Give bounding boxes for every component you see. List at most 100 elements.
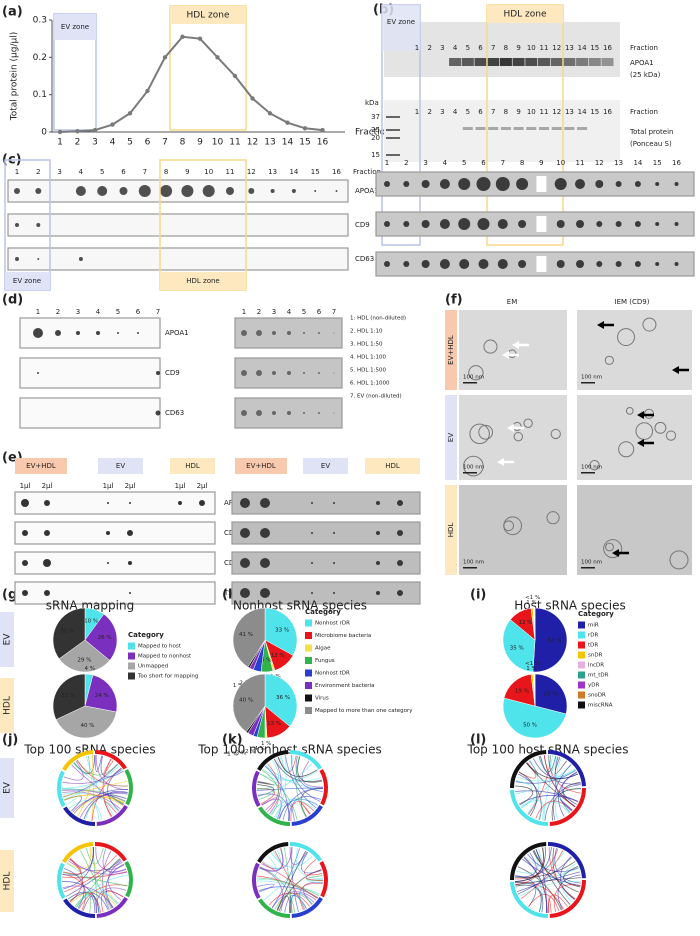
lane-number: 10 <box>527 44 536 52</box>
blot-spot <box>655 222 660 226</box>
chord-link <box>304 859 323 876</box>
panel-label: (i) <box>470 588 486 603</box>
lane-number: 7 <box>491 108 495 116</box>
vesicle <box>463 455 484 477</box>
chord-link <box>515 852 537 878</box>
blot-spot <box>576 220 584 228</box>
row-label: APOA1 <box>630 59 654 67</box>
blot-band <box>564 127 575 130</box>
panel-label: (a) <box>2 5 23 20</box>
blot-spot <box>21 499 29 507</box>
pie-slice <box>502 697 567 739</box>
x-tick-label: 4 <box>110 138 116 148</box>
chord-link <box>539 755 553 773</box>
row-label: CD9 <box>355 221 370 229</box>
blot-spot <box>333 372 335 374</box>
pie-slice <box>84 613 118 661</box>
chord-link <box>62 885 114 908</box>
chord-link <box>515 785 534 806</box>
blot-band <box>461 58 474 66</box>
value-label: 4 % <box>254 746 264 752</box>
blot-spot <box>117 332 119 334</box>
zone-label: EV zone <box>13 277 41 285</box>
x-tick-label: 11 <box>229 138 240 148</box>
blot-spot <box>44 530 50 536</box>
lane-number: 14 <box>578 44 587 52</box>
legend-swatch <box>578 631 585 639</box>
lane-number: 12 <box>552 44 561 52</box>
blot-spot <box>127 530 133 536</box>
lane-number: 7 <box>156 308 160 316</box>
value-label: 35 % <box>510 645 524 651</box>
panel-label: (l) <box>470 733 486 748</box>
blot-spot <box>518 220 527 228</box>
arrow-head <box>502 351 509 359</box>
blot-spot <box>287 411 291 415</box>
blot-spot <box>314 190 317 192</box>
blot-strip <box>19 397 161 429</box>
blot-spot <box>476 177 491 191</box>
chord-link <box>277 895 291 914</box>
group-label: EV <box>116 462 125 470</box>
x-tick-label: 5 <box>127 138 133 148</box>
lane-number: 4 <box>79 168 84 176</box>
blot-strip <box>231 521 421 545</box>
scale-bar-label: 100 nm <box>463 465 484 471</box>
hdl-zone-label-box <box>170 6 246 24</box>
blot-spot <box>674 222 679 226</box>
blot-spot <box>397 530 403 536</box>
lane-number: 4 <box>287 308 292 316</box>
legend-label: Algae <box>315 646 331 652</box>
chord-link <box>300 851 322 874</box>
blot-spot <box>376 501 380 505</box>
blot-band <box>525 58 538 66</box>
lane-number: 2 <box>404 159 408 167</box>
chord-link <box>82 895 97 913</box>
scale-bar <box>463 382 477 384</box>
lane-number: 12 <box>247 168 256 176</box>
chord-link <box>94 754 103 773</box>
em-image <box>459 395 567 480</box>
chord-link <box>535 849 547 913</box>
row-label: HDL <box>447 523 455 538</box>
blot-spot <box>15 257 19 261</box>
chord-arc <box>510 789 549 826</box>
chord-link <box>85 803 100 821</box>
scale-bar-label: 100 nm <box>463 375 484 381</box>
x-tick-label: 3 <box>92 138 98 148</box>
chord-link <box>257 780 275 786</box>
chord-arc <box>124 769 133 806</box>
blot-strip <box>19 357 161 389</box>
blot-spot <box>518 260 527 268</box>
blot-spot <box>106 531 110 535</box>
legend-swatch <box>128 642 135 650</box>
chord-link <box>547 894 568 914</box>
blot-spot <box>37 258 40 260</box>
panel-label: (k) <box>222 733 243 748</box>
row-label: (25 kDa) <box>630 71 661 79</box>
blot-spot <box>260 588 270 598</box>
value-label: 12 % <box>271 653 285 659</box>
lane-number: 10 <box>204 168 213 176</box>
legend-label: mt_tDR <box>588 673 609 679</box>
lane-number: 3 <box>423 159 427 167</box>
legend-label: yDR <box>588 683 599 689</box>
vesicle <box>635 422 654 440</box>
chord-link <box>562 781 581 805</box>
chord-link <box>517 856 573 895</box>
chord-link <box>257 883 275 893</box>
chord-link <box>521 799 545 821</box>
blot-spot <box>376 591 380 595</box>
legend-swatch <box>305 632 312 639</box>
legend-swatch <box>305 707 312 714</box>
lane-number: 8 <box>504 44 508 52</box>
chord-link <box>306 879 324 884</box>
ladder-band <box>386 116 400 118</box>
blot-spot <box>595 180 604 188</box>
blot-spot <box>240 588 250 598</box>
chord-link <box>85 847 104 865</box>
blot-spot <box>137 332 139 334</box>
chord-arc <box>57 862 66 899</box>
blot-strip <box>231 491 421 515</box>
